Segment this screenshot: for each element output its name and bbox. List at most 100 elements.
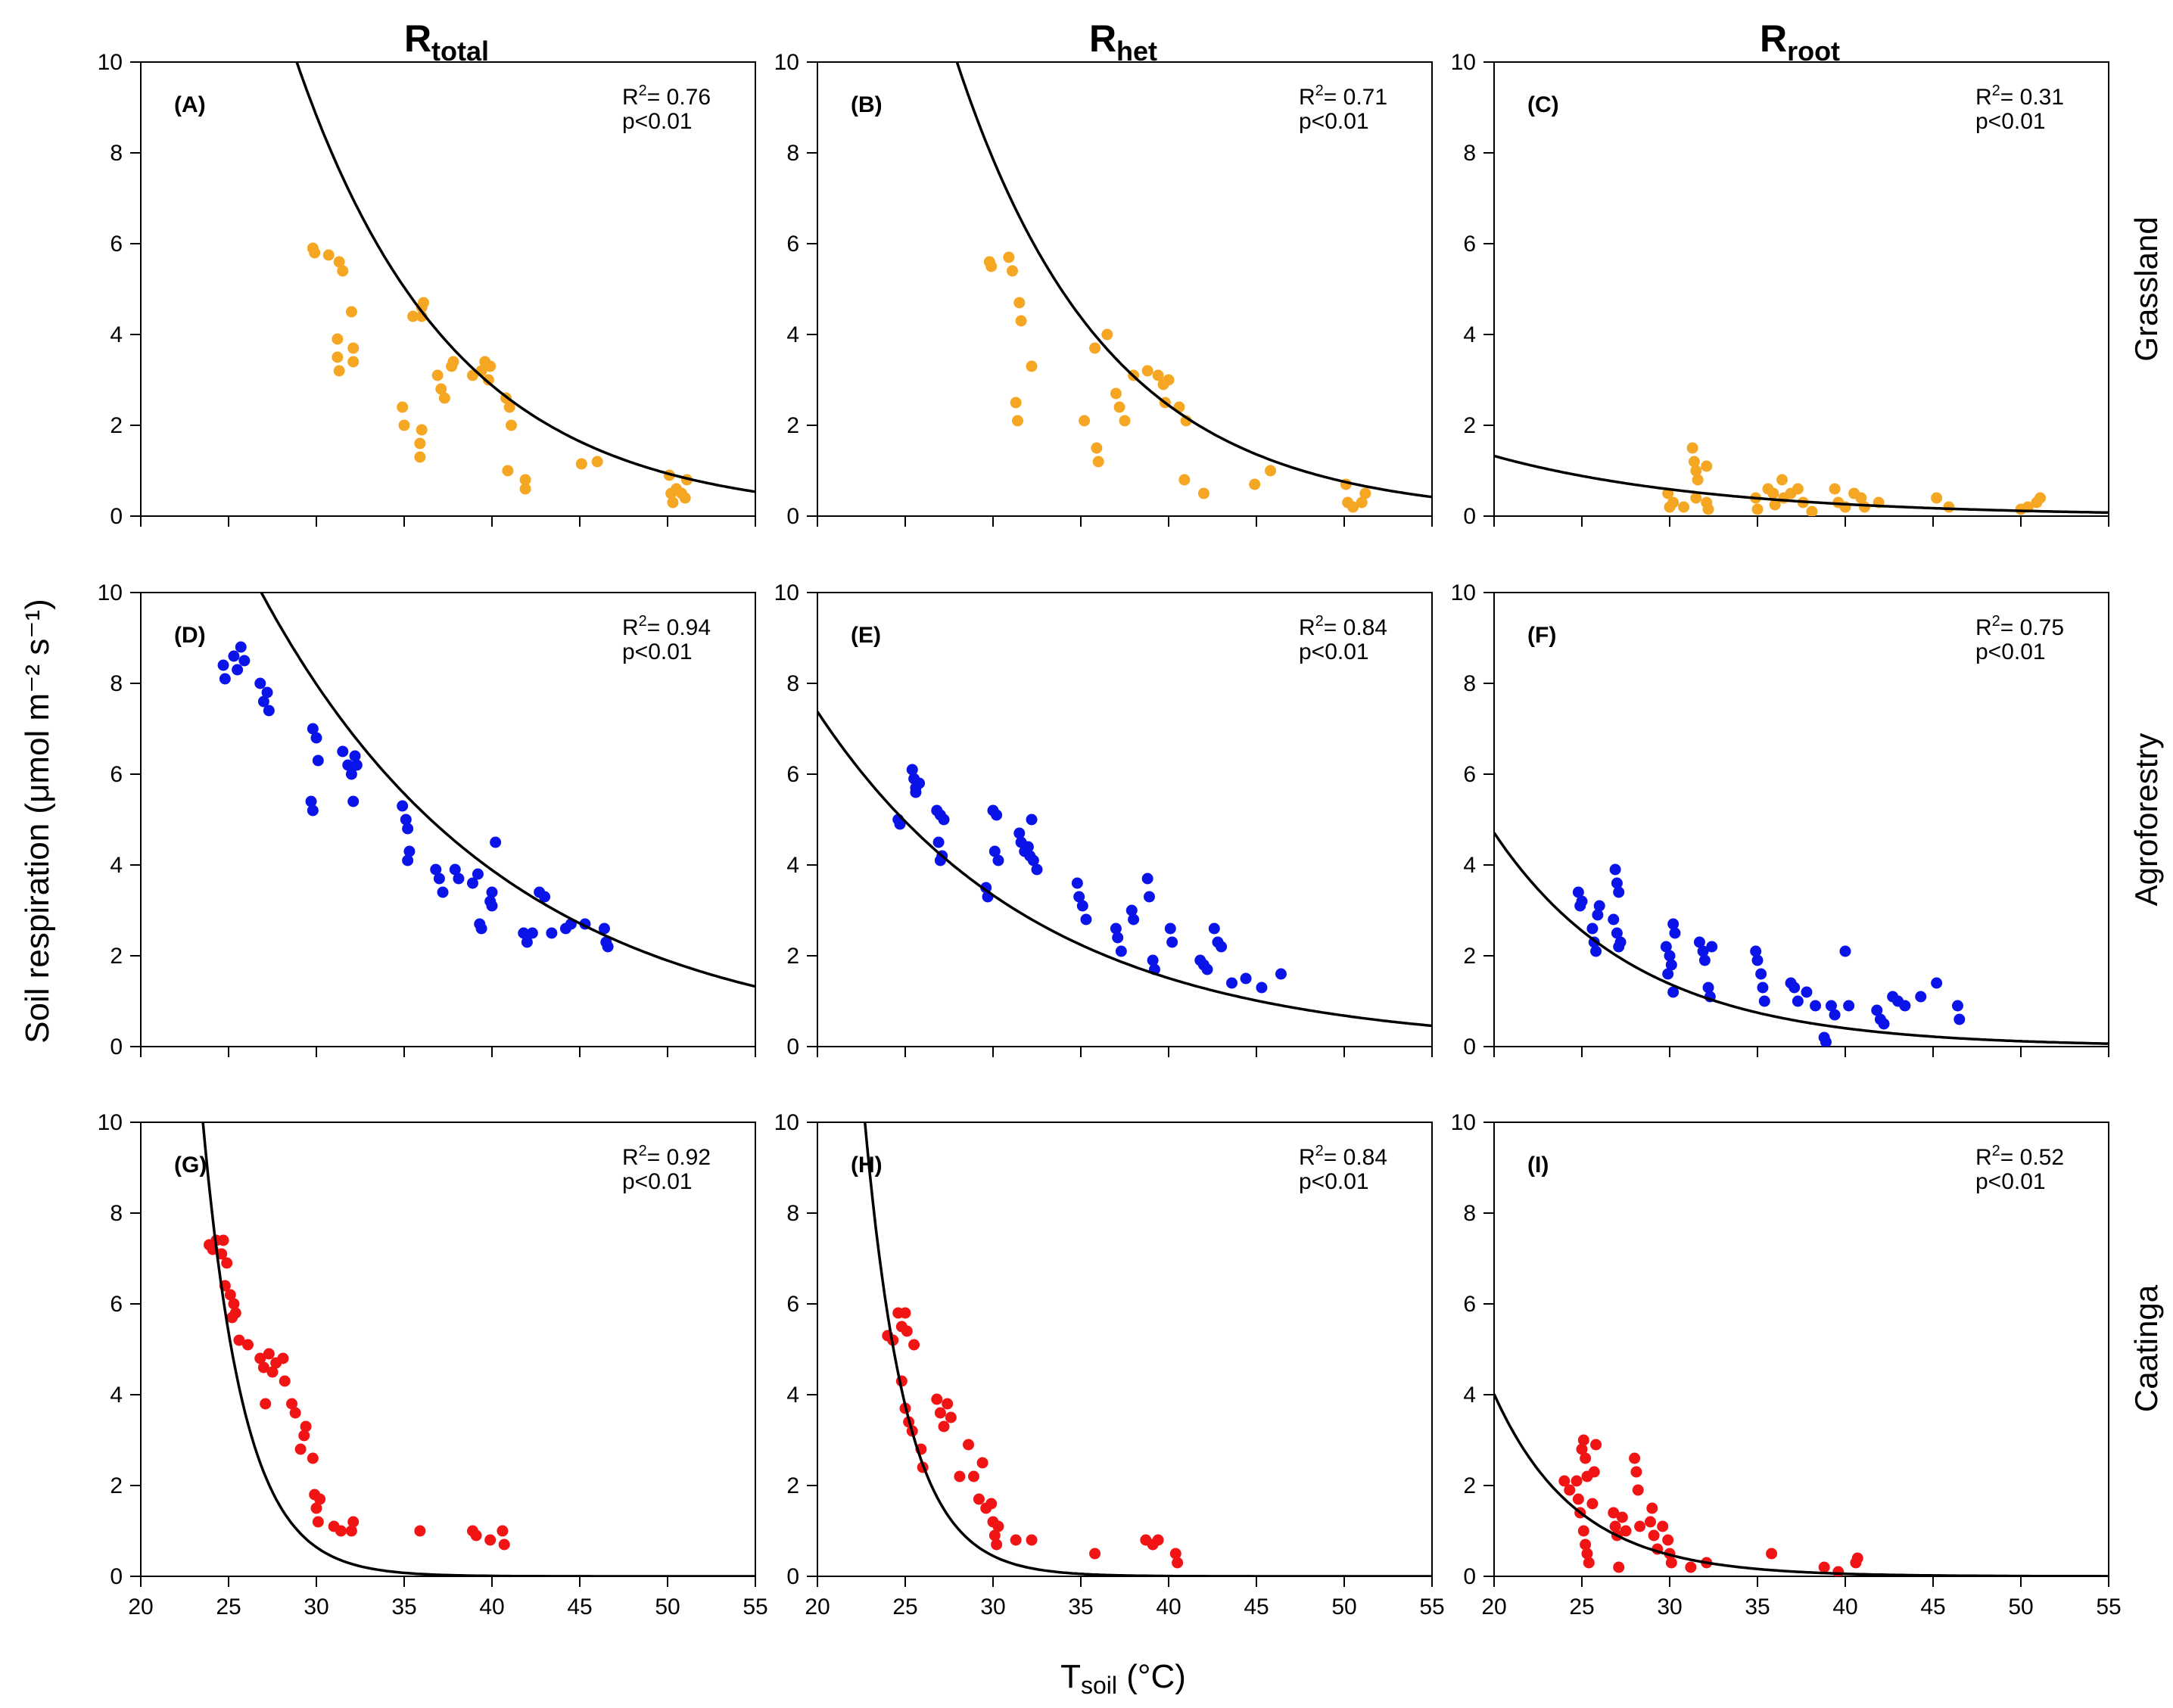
- data-point: [1644, 1516, 1656, 1528]
- data-point: [1115, 945, 1127, 957]
- data-point: [263, 705, 275, 717]
- panel-label: (H): [851, 1153, 883, 1178]
- x-tick-label: 30: [1657, 1594, 1682, 1619]
- data-point: [1590, 1439, 1602, 1451]
- data-point: [1667, 496, 1680, 509]
- data-point: [1089, 1548, 1101, 1560]
- data-point: [1611, 927, 1623, 939]
- data-point: [1839, 945, 1851, 957]
- r-squared-symbol: R: [622, 1145, 639, 1170]
- data-point: [1089, 342, 1101, 354]
- data-point: [985, 1498, 998, 1510]
- data-point: [1630, 1466, 1642, 1478]
- data-point: [1697, 945, 1709, 957]
- y-tick-label: 0: [110, 1564, 123, 1589]
- data-point: [1757, 982, 1769, 994]
- data-point: [1147, 954, 1159, 966]
- p-value-label: p<0.01: [1299, 1169, 1369, 1194]
- data-point: [519, 474, 531, 486]
- data-point: [1690, 465, 1702, 477]
- data-point: [242, 1339, 254, 1351]
- x-tick-label: 40: [1156, 1594, 1181, 1619]
- fit-curve: [1494, 454, 2109, 515]
- data-point: [418, 297, 430, 309]
- data-point: [1751, 954, 1764, 966]
- data-point: [449, 863, 461, 876]
- x-tick-label: 45: [1244, 1594, 1269, 1619]
- data-point: [1026, 360, 1038, 372]
- data-point: [345, 768, 357, 780]
- data-point: [1609, 1520, 1621, 1532]
- data-point: [309, 247, 321, 259]
- r-squared-label: R2= 0.84: [1299, 613, 1387, 640]
- data-point: [1690, 492, 1702, 504]
- data-point: [1208, 922, 1220, 935]
- data-point: [400, 814, 412, 826]
- fit-curve: [1494, 1393, 2109, 1576]
- data-point: [1031, 863, 1043, 876]
- data-point: [1776, 474, 1788, 486]
- x-tick-label: 55: [2096, 1594, 2121, 1619]
- data-point: [980, 882, 992, 894]
- y-tick-label: 4: [110, 853, 123, 878]
- r-squared-value: = 0.75: [2000, 615, 2064, 640]
- row-label-agroforestry: Agroforestry: [2128, 733, 2164, 907]
- data-point: [963, 1439, 975, 1451]
- data-point: [1931, 977, 1943, 989]
- data-point: [497, 1525, 509, 1537]
- column-header-rhet: Rhet: [1089, 17, 1157, 67]
- data-point: [1571, 1475, 1583, 1487]
- data-point: [1558, 1475, 1571, 1487]
- data-point: [345, 306, 357, 318]
- data-point: [1755, 968, 1767, 980]
- data-point: [1026, 1534, 1038, 1546]
- x-tick-label: 45: [1920, 1594, 1945, 1619]
- data-point: [472, 868, 484, 880]
- data-point: [217, 659, 229, 671]
- data-point: [310, 732, 322, 744]
- r-squared-label: R2= 0.52: [1975, 1143, 2064, 1170]
- x-tick-label: 35: [391, 1594, 416, 1619]
- panel-label: (I): [1527, 1153, 1549, 1178]
- column-header-rroot: Rroot: [1760, 17, 1840, 67]
- p-value-label: p<0.01: [1299, 639, 1369, 664]
- data-point: [498, 1538, 510, 1551]
- data-point: [257, 1361, 269, 1374]
- data-point: [1586, 1498, 1599, 1510]
- r-squared-exponent: 2: [639, 82, 647, 99]
- data-point: [676, 487, 688, 499]
- data-point: [277, 1352, 289, 1364]
- data-point: [332, 351, 344, 363]
- data-point: [1951, 1000, 1963, 1012]
- y-tick-label: 10: [774, 1110, 799, 1135]
- panel-label: (D): [174, 623, 206, 648]
- data-point: [414, 437, 426, 450]
- data-point: [1586, 922, 1599, 935]
- data-point: [475, 922, 487, 935]
- data-point: [1576, 895, 1588, 907]
- data-point: [1092, 456, 1104, 468]
- r-squared-exponent: 2: [639, 613, 647, 630]
- data-point: [518, 927, 530, 939]
- data-point: [1767, 487, 1779, 499]
- data-point: [1101, 328, 1113, 341]
- fit-curve: [201, 1122, 755, 1576]
- points-group: [1662, 442, 2047, 516]
- y-tick-label: 4: [1463, 322, 1476, 347]
- y-tick-label: 0: [110, 504, 123, 529]
- y-tick-label: 4: [786, 1383, 799, 1408]
- data-point: [307, 804, 319, 817]
- data-point: [1197, 487, 1209, 499]
- points-group: [217, 641, 614, 953]
- y-tick-label: 6: [786, 762, 799, 787]
- y-tick-label: 10: [98, 1110, 123, 1135]
- data-point: [1646, 1502, 1658, 1514]
- x-tick-label: 25: [216, 1594, 241, 1619]
- data-point: [430, 863, 442, 876]
- data-point: [1265, 465, 1277, 477]
- x-axis-label-unit: (°C): [1117, 1658, 1186, 1695]
- y-tick-label: 8: [1463, 141, 1476, 166]
- y-tick-label: 10: [1451, 580, 1476, 605]
